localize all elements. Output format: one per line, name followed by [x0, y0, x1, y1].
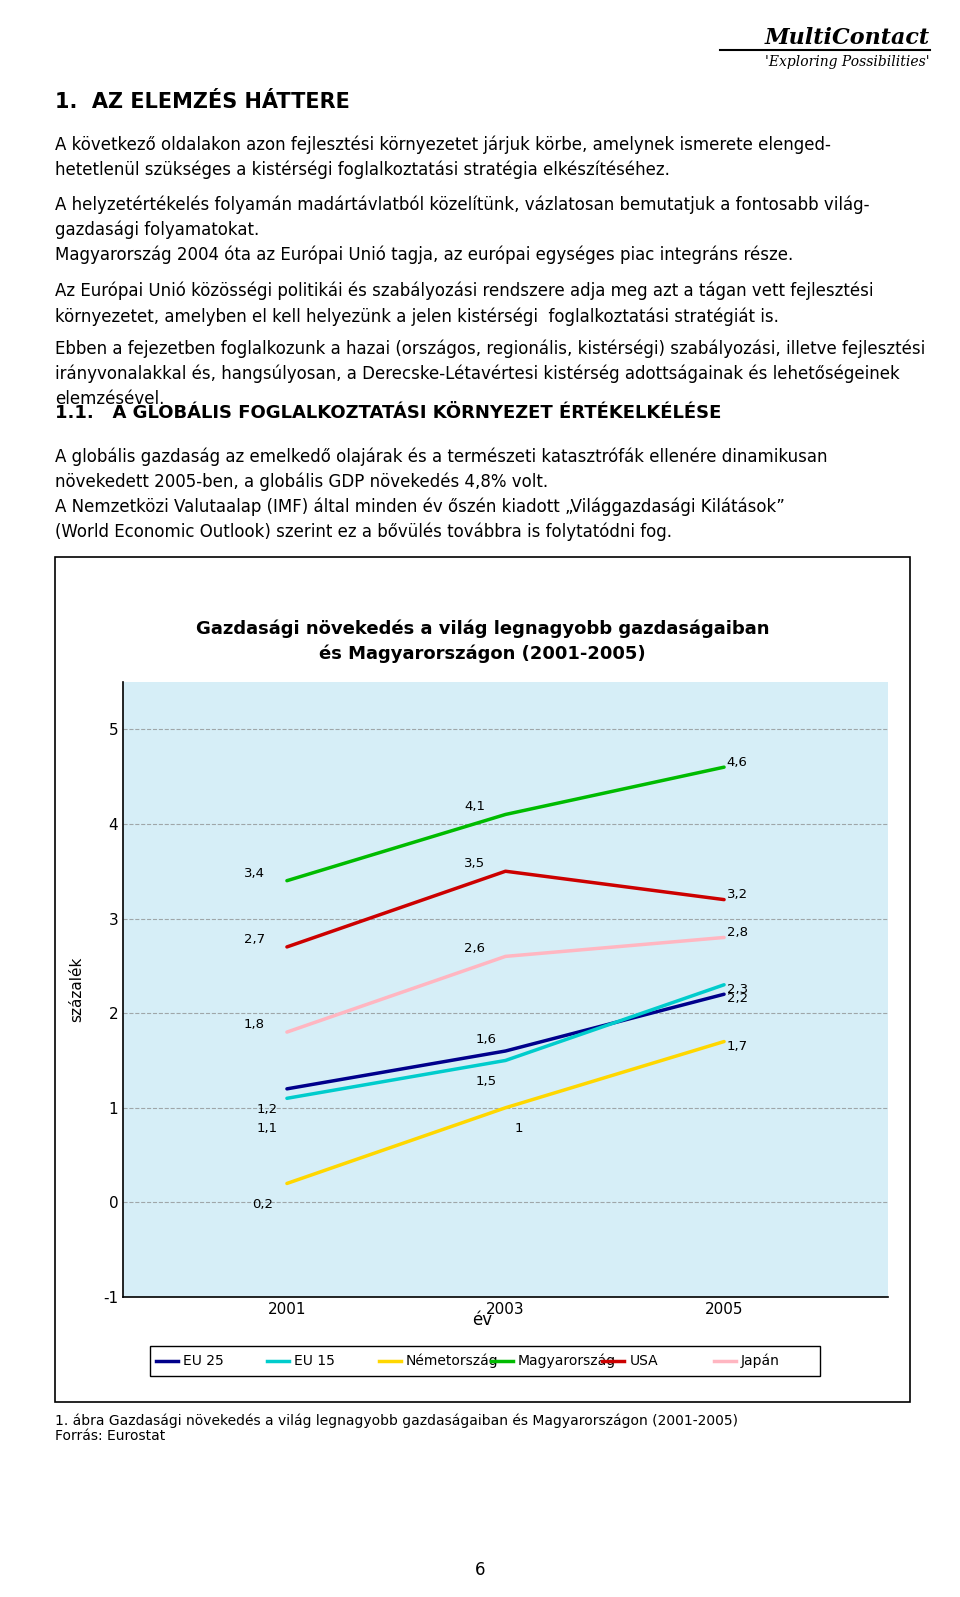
Text: 2,7: 2,7: [244, 933, 265, 945]
Text: 4,1: 4,1: [465, 800, 486, 813]
Text: 1,7: 1,7: [727, 1040, 748, 1052]
Text: 1,6: 1,6: [475, 1033, 496, 1046]
Text: 1.  AZ ELEMZÉS HÁTTERE: 1. AZ ELEMZÉS HÁTTERE: [55, 93, 349, 112]
Text: százalék: százalék: [69, 957, 84, 1022]
Text: 1: 1: [515, 1123, 523, 1135]
Text: Japán: Japán: [741, 1354, 780, 1369]
Text: A Nemzetközi Valutaalap (IMF) által minden év őszén kiadott „Világgazdasági Kilá: A Nemzetközi Valutaalap (IMF) által mind…: [55, 497, 785, 541]
Text: év: év: [472, 1311, 492, 1329]
Text: 2,8: 2,8: [727, 926, 748, 939]
Text: 1. ábra Gazdasági növekedés a világ legnagyobb gazdaságaiban és Magyarországon (: 1. ábra Gazdasági növekedés a világ legn…: [55, 1413, 738, 1428]
Text: A helyzetértékelés folyamán madártávlatból közelítünk, vázlatosan bemutatjuk a f: A helyzetértékelés folyamán madártávlatb…: [55, 195, 870, 240]
Text: 3,5: 3,5: [465, 858, 486, 870]
Text: 2,3: 2,3: [727, 984, 748, 997]
Text: 0,2: 0,2: [252, 1198, 274, 1211]
Text: 3,4: 3,4: [244, 867, 265, 880]
Text: 1,1: 1,1: [256, 1123, 277, 1135]
Text: MultiContact: MultiContact: [765, 27, 930, 50]
Text: 2,6: 2,6: [465, 942, 486, 955]
Text: Forrás: Eurostat: Forrás: Eurostat: [55, 1429, 165, 1444]
Text: A globális gazdaság az emelkedő olajárak és a természeti katasztrófák ellenére d: A globális gazdaság az emelkedő olajárak…: [55, 447, 828, 492]
Text: EU 15: EU 15: [295, 1354, 335, 1369]
Text: Németország: Németország: [406, 1354, 498, 1369]
Text: 6: 6: [475, 1560, 485, 1579]
Text: 2,2: 2,2: [727, 992, 748, 1006]
Text: 1,5: 1,5: [475, 1075, 496, 1088]
FancyBboxPatch shape: [55, 557, 910, 1402]
Text: 4,6: 4,6: [727, 755, 748, 768]
Text: Ebben a fejezetben foglalkozunk a hazai (országos, regionális, kistérségi) szabá: Ebben a fejezetben foglalkozunk a hazai …: [55, 339, 925, 409]
Text: Magyarország: Magyarország: [517, 1354, 615, 1369]
Text: Gazdasági növekedés a világ legnagyobb gazdaságaiban
és Magyarországon (2001-200: Gazdasági növekedés a világ legnagyobb g…: [196, 620, 769, 663]
Text: EU 25: EU 25: [182, 1354, 224, 1369]
Text: 1,2: 1,2: [256, 1104, 277, 1116]
Text: Az Európai Unió közösségi politikái és szabályozási rendszere adja meg azt a tág: Az Európai Unió közösségi politikái és s…: [55, 283, 874, 326]
Text: USA: USA: [629, 1354, 658, 1369]
Text: 1.1.   A GLOBÁLIS FOGLALKOZTATÁSI KÖRNYEZET ÉRTÉKELKÉLÉSE: 1.1. A GLOBÁLIS FOGLALKOZTATÁSI KÖRNYEZE…: [55, 404, 721, 422]
Text: 3,2: 3,2: [727, 888, 748, 901]
Text: Magyarország 2004 óta az Európai Unió tagja, az európai egységes piac integráns : Magyarország 2004 óta az Európai Unió ta…: [55, 244, 793, 264]
FancyBboxPatch shape: [150, 1346, 820, 1377]
Text: A következő oldalakon azon fejlesztési környezetet járjuk körbe, amelynek ismere: A következő oldalakon azon fejlesztési k…: [55, 136, 830, 179]
Text: 'Exploring Possibilities': 'Exploring Possibilities': [765, 54, 930, 69]
Text: 1,8: 1,8: [244, 1017, 265, 1032]
